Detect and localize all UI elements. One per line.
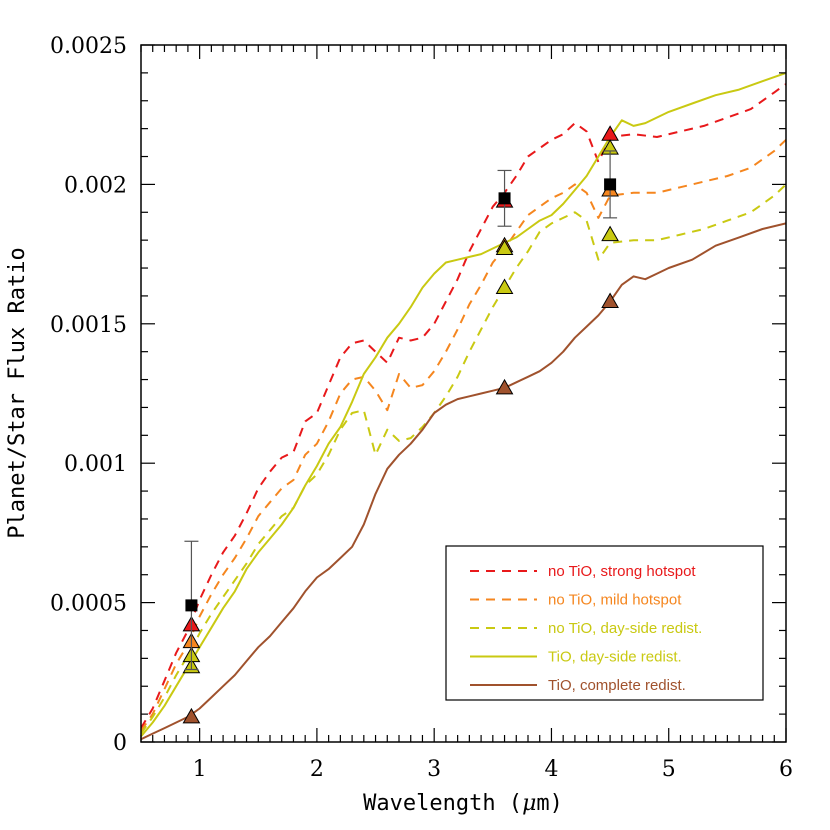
legend-label-no-tio-mild-hotspot: no TiO, mild hotspot [548,592,682,609]
legend-items: no TiO, strong hotspot no TiO, mild hotsp… [470,563,702,694]
y-tick-label: 0.0015 [50,313,127,338]
plot-frame [140,44,787,743]
series-line-tio-day-side-redist [141,71,786,738]
x-tick-label: 2 [310,757,324,782]
ticks-layer [140,44,787,743]
model-triangle-no-tio-day-side-redist [601,225,619,242]
y-tick-label: 0.0005 [50,592,127,617]
legend-label-tio-complete-redist: TiO, complete redist. [548,677,686,694]
model-triangle-tio-day-side-redist [495,239,514,256]
y-axis-title: Planet/Star Flux Ratio [5,247,30,538]
observed-point [498,192,511,205]
model-triangle-tio-complete-redist [495,378,514,395]
y-tick-label: 0 [113,731,127,756]
legend-box [445,545,764,701]
legend-label-no-tio-day-side-redist: no TiO, day-side redist. [548,620,702,637]
y-tick-label: 0.002 [64,173,127,198]
x-tick-label: 1 [193,757,207,782]
tick-labels-layer: 1 2 3 4 5 6 0 0.0005 0.001 0.0015 0.002 0.0025 [50,34,793,782]
legend-label-tio-day-side-redist: TiO, day-side redist. [548,649,682,666]
legend-label-no-tio-strong-hotspot: no TiO, strong hotspot [548,563,696,580]
series-line-tio-complete-redist [141,222,786,741]
x-tick-label: 4 [544,757,558,782]
series-line-no-tio-day-side-redist [141,183,786,735]
y-tick-label: 0.0025 [50,34,127,59]
x-tick-label: 3 [427,757,441,782]
x-axis-title: Wavelength (μm) [363,791,563,816]
x-tick-label: 6 [779,757,793,782]
series-line-no-tio-mild-hotspot [141,139,786,732]
markers-layer [182,125,619,724]
model-triangle-tio-complete-redist [182,707,201,724]
y-tick-label: 0.001 [64,452,127,477]
model-triangle-no-tio-day-side-redist [495,278,514,295]
legend: no TiO, strong hotspot no TiO, mild hotsp… [445,545,764,701]
x-tick-label: 5 [662,757,676,782]
observed-point [185,599,198,612]
observed-point [604,178,617,191]
model-triangle-tio-complete-redist [601,292,619,308]
